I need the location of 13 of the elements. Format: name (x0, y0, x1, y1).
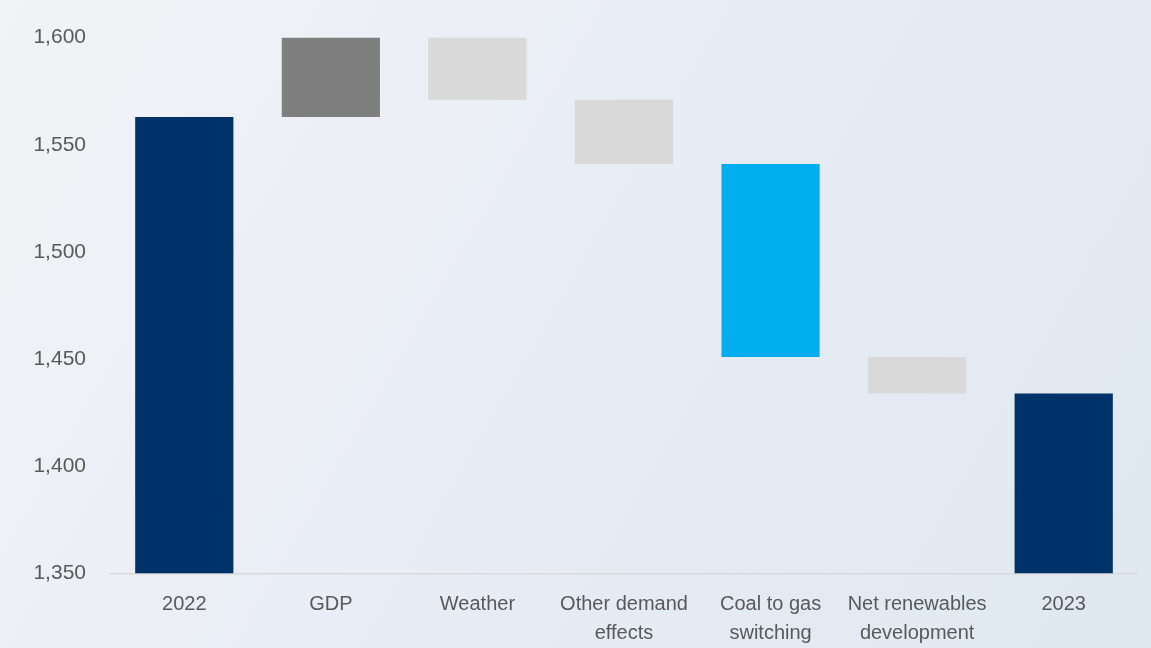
x-tick-label: Coal to gas switching (719, 592, 822, 643)
y-tick-label: 1,500 (33, 238, 86, 262)
x-tick-label: Net renewables development (847, 592, 987, 643)
x-tick-label: 2022 (162, 592, 207, 615)
x-tick-label: Other demand effects (560, 592, 688, 643)
y-tick-label: 1,350 (33, 560, 86, 584)
y-tick-label: 1,600 (33, 24, 86, 48)
y-tick-label: 1,400 (33, 453, 86, 477)
x-tick-label: 2023 (1041, 592, 1086, 615)
x-tick-label: GDP (309, 592, 353, 615)
y-tick-label: 1,450 (33, 345, 86, 369)
x-tick-label: Weather (439, 592, 516, 615)
y-tick-label: 1,550 (33, 131, 86, 155)
